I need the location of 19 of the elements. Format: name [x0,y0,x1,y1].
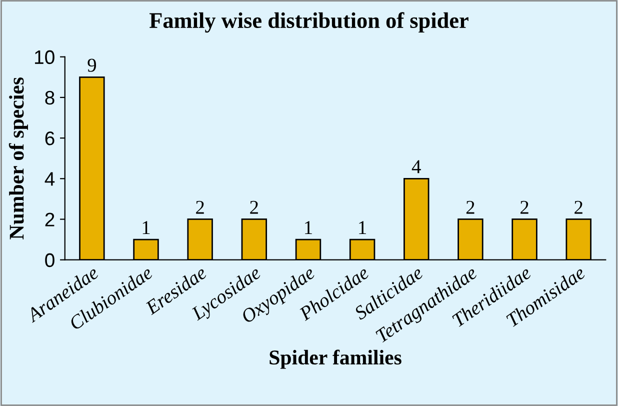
data-label: 1 [142,221,150,234]
y-tick-label: 0 [45,253,54,268]
data-label: 1 [359,221,366,234]
y-tick-label: 2 [45,212,54,226]
x-axis-title: Spider families [270,350,402,369]
data-label: 4 [412,160,421,174]
data-label: 2 [196,200,204,214]
y-tick-label: 10 [35,50,54,64]
data-label: 1 [305,221,312,234]
y-tick-label: 6 [45,132,54,146]
chart-title: Family wise distribution of spider [149,12,468,33]
y-tick-label: 4 [44,172,55,186]
y-tick-label: 8 [45,90,54,105]
data-label: 2 [466,200,474,214]
data-label: 2 [574,200,582,214]
data-label: 9 [88,58,96,72]
data-label: 2 [250,200,258,214]
data-label: 2 [520,200,528,214]
y-axis-title: Number of species [8,77,28,240]
